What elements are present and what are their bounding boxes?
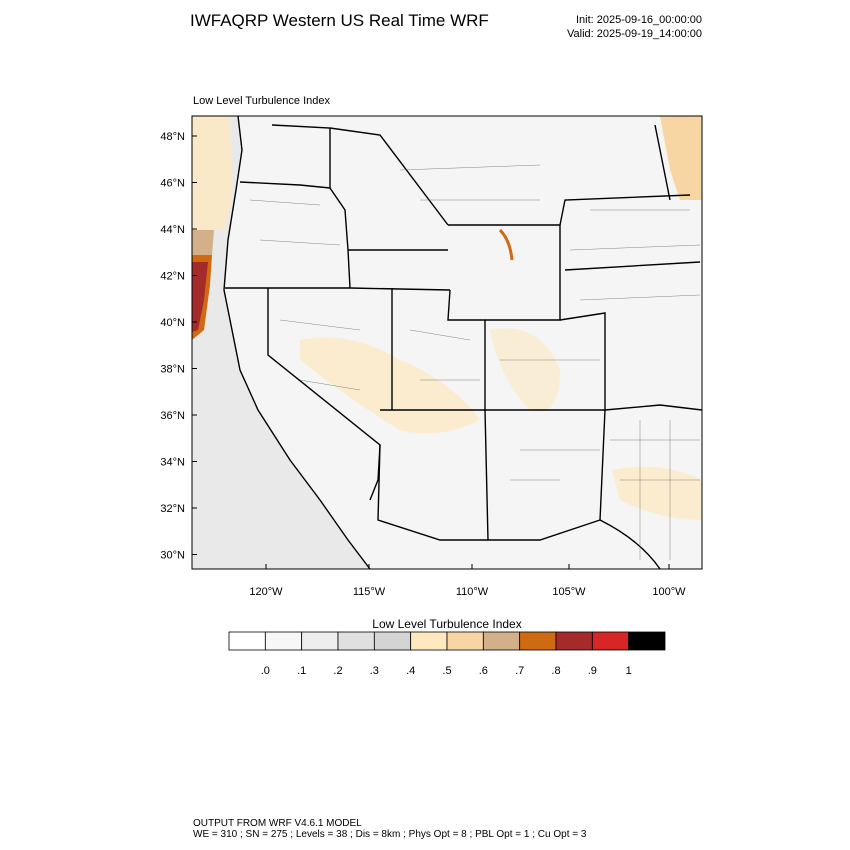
lat-label: 36°N xyxy=(160,410,185,422)
title: IWFAQRP Western US Real Time WRF xyxy=(190,11,489,30)
lat-label: 32°N xyxy=(160,503,185,515)
lat-label: 38°N xyxy=(160,364,185,376)
colorbar-box xyxy=(264,631,303,651)
lat-axis: 48°N 46°N 44°N 42°N 40°N 38°N 36°N 34°N 32°N 30°N xyxy=(160,131,197,562)
lon-axis: 120°W 115°W 110°W 105°W 100°W xyxy=(249,564,686,598)
colorbar-box xyxy=(410,631,448,651)
lat-label: 46°N xyxy=(160,178,185,190)
colorbar-box xyxy=(591,631,630,651)
colorbar-label: .5 xyxy=(442,665,451,677)
colorbar-box xyxy=(301,631,339,651)
land xyxy=(224,116,702,569)
colorbar-box xyxy=(228,631,266,651)
lon-label: 100°W xyxy=(652,586,686,598)
lat-label: 44°N xyxy=(160,224,185,236)
init-time: Init: 2025-09-16_00:00:00 xyxy=(576,14,702,26)
valid-time: Valid: 2025-09-19_14:00:00 xyxy=(567,28,702,40)
colorbar-title: Low Level Turbulence Index xyxy=(372,617,521,631)
colorbar-box xyxy=(482,631,521,651)
map-field xyxy=(192,116,702,569)
lon-label: 115°W xyxy=(353,586,386,598)
lat-label: 30°N xyxy=(160,550,185,562)
turbulence-low xyxy=(490,328,560,412)
colorbar-box xyxy=(519,631,557,651)
colorbar-box xyxy=(555,631,593,651)
colorbar-box xyxy=(337,631,375,651)
lat-label: 48°N xyxy=(160,131,185,143)
colorbar-label: 1 xyxy=(626,665,632,677)
lon-label: 105°W xyxy=(552,586,586,598)
lon-label: 110°W xyxy=(456,586,489,598)
ocean-shade xyxy=(192,116,370,569)
lon-label: 120°W xyxy=(249,586,283,598)
colorbar-label: .2 xyxy=(333,665,342,677)
colorbar-label: .7 xyxy=(515,665,524,677)
colorbar-label: .3 xyxy=(370,665,379,677)
turbulence-low xyxy=(660,116,702,200)
colorbar-label: .6 xyxy=(479,665,488,677)
map-title: Low Level Turbulence Index xyxy=(193,95,330,107)
footer-line: WE = 310 ; SN = 275 ; Levels = 38 ; Dis … xyxy=(193,829,587,840)
county-borders xyxy=(249,164,701,560)
footer-line: OUTPUT FROM WRF V4.6.1 MODEL xyxy=(193,818,362,829)
state-borders xyxy=(223,116,702,569)
turbulence-max xyxy=(192,262,208,332)
colorbar-label: .9 xyxy=(588,665,597,677)
lat-label: 40°N xyxy=(160,317,185,329)
colorbar-box xyxy=(446,631,484,651)
colorbar-label: .0 xyxy=(261,665,270,677)
colorbar-box xyxy=(628,631,666,651)
lat-label: 34°N xyxy=(160,457,185,469)
turbulence-ridge xyxy=(498,228,514,261)
lat-label: 42°N xyxy=(160,271,185,283)
map-frame xyxy=(191,115,703,570)
colorbar: .0 .1 .2 .3 .4 .5 .6 .7 .8 .9 1 xyxy=(228,631,666,677)
colorbar-label: .4 xyxy=(406,665,415,677)
colorbar-label: .8 xyxy=(551,665,560,677)
colorbar-label: .1 xyxy=(297,665,306,677)
colorbar-box xyxy=(373,631,412,651)
turbulence-low xyxy=(192,116,232,230)
turbulence-mid xyxy=(192,230,214,255)
